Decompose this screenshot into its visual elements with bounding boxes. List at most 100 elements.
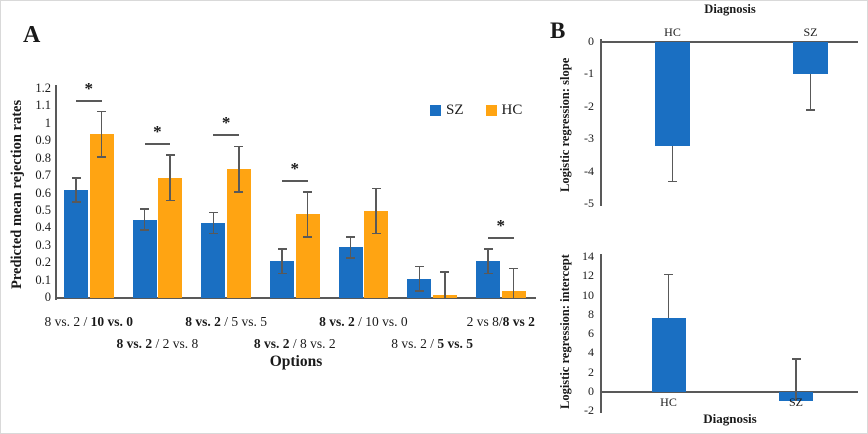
x-category-label-group-6: 8 vs. 2 / 5 vs. 5	[391, 336, 473, 351]
error-bar-line	[143, 209, 146, 231]
error-bar-cap-top	[346, 236, 356, 238]
error-bar-line	[375, 188, 377, 234]
error-bar-cap-bottom	[371, 232, 381, 235]
significance-line-group-4	[282, 179, 308, 182]
bar-sz-group-3	[201, 223, 226, 298]
y-tick-label: 2	[588, 364, 594, 379]
y-tick-label: 0.6	[35, 185, 51, 200]
y-tick-label: 1	[44, 115, 51, 130]
y-tick-label: 12	[582, 268, 594, 283]
y-tick-label: 0	[588, 384, 594, 398]
y-axis-line	[55, 85, 57, 300]
x-category-label-sz: SZ	[788, 395, 803, 409]
error-bar-cap-top	[165, 154, 175, 156]
legend-item-hc: HC	[485, 102, 522, 119]
bar-sz-group-2	[132, 219, 157, 298]
error-bar-line	[100, 111, 103, 157]
error-bar-cap-top	[140, 208, 150, 210]
hc-swatch-icon	[485, 105, 497, 116]
y-tick-label: 0.5	[35, 202, 51, 217]
sz-swatch-icon	[430, 105, 441, 116]
y-tick-label: 10	[582, 287, 594, 302]
significance-asterisk-group-7: *	[496, 216, 506, 236]
x-category-label-sz: SZ	[803, 25, 818, 39]
error-bar-line	[444, 271, 446, 298]
panel-a-legend: SZ HC	[430, 102, 522, 119]
y-tick-label: 0.4	[35, 220, 51, 235]
x-category-label-hc: HC	[664, 25, 681, 39]
significance-asterisk-group-4: *	[290, 158, 300, 178]
y-tick-label: 14	[582, 249, 594, 264]
y-tick-label: -2	[584, 98, 594, 113]
x-category-label-group-5: 8 vs. 2 / 10 vs. 0	[319, 314, 408, 329]
zero-axis-line	[600, 41, 858, 43]
error-bar-cap-top	[208, 211, 218, 214]
bar-hc-group-1	[89, 134, 114, 298]
error-bar-cap-bottom	[277, 272, 287, 275]
y-tick-label: -2	[584, 403, 594, 418]
y-tick-label: 0.8	[35, 150, 51, 165]
y-tick-label: -1	[584, 66, 594, 81]
y-tick-label: 0.2	[35, 255, 51, 270]
error-bar-line	[809, 74, 812, 111]
error-bar-cap-bottom	[303, 236, 312, 238]
panel-b-slope-title: Diagnosis	[704, 2, 756, 16]
error-bar-cap-bottom	[71, 201, 81, 203]
error-bar-cap-top	[414, 265, 424, 268]
error-bar-cap-bottom	[234, 191, 244, 193]
error-bar-line	[212, 212, 215, 234]
x-category-label-group-1: 8 vs. 2 / 10 vs. 0	[44, 314, 134, 329]
x-category-label-group-3: 8 vs. 2 / 5 vs. 5	[185, 314, 267, 329]
error-bar-cap-bottom	[165, 199, 175, 202]
significance-line-group-2	[144, 143, 171, 146]
y-tick-label: -3	[584, 131, 594, 146]
significance-line-group-3	[213, 134, 239, 137]
error-bar-cap-top	[277, 248, 287, 250]
x-category-label-group-7: 2 vs 8/8 vs 2	[466, 314, 535, 329]
error-bar-cap-top	[97, 110, 106, 113]
y-tick-label: 0.1	[35, 272, 51, 287]
error-bar-cap-top	[483, 248, 493, 250]
y-tick-label: 1.1	[35, 98, 51, 113]
y-tick-label: 1.2	[35, 81, 51, 95]
error-bar-cap-bottom	[483, 272, 493, 275]
error-bar-cap-top	[303, 191, 312, 193]
error-bar-cap	[664, 273, 673, 276]
y-tick-label: 0.3	[35, 237, 51, 252]
error-bar-line	[487, 249, 489, 274]
error-bar-cap-top	[234, 145, 244, 148]
y-axis-line	[600, 39, 602, 206]
y-tick-label: -5	[584, 196, 594, 210]
error-bar-line	[418, 266, 421, 292]
error-bar-cap-bottom	[208, 232, 218, 235]
y-axis-line	[600, 254, 602, 413]
bar-sz	[793, 42, 828, 75]
error-bar-cap-bottom	[97, 156, 106, 158]
error-bar-line	[238, 146, 240, 192]
error-bar-cap	[806, 109, 815, 111]
error-bar-line	[795, 359, 797, 401]
x-category-label-group-4: 8 vs. 2 / 8 vs. 2	[253, 336, 336, 351]
significance-asterisk-group-1: *	[84, 78, 94, 98]
significance-asterisk-group-2: *	[153, 122, 162, 142]
panel-a-x-axis-title: Options	[269, 353, 323, 370]
error-bar-line	[349, 237, 352, 258]
y-tick-label: 4	[588, 345, 594, 360]
y-tick-label: 0.9	[35, 133, 51, 148]
error-bar-line	[512, 268, 515, 298]
error-bar-line	[281, 249, 283, 274]
error-bar-line	[169, 155, 171, 201]
y-tick-label: 0	[44, 290, 51, 304]
error-bar-line	[671, 145, 674, 182]
error-bar-cap-bottom	[414, 290, 424, 292]
bar-sz-group-1	[64, 190, 88, 298]
panel-a-label: A	[23, 22, 41, 48]
error-bar-cap-top	[440, 271, 450, 273]
bar-hc	[651, 317, 686, 392]
x-category-label-hc: HC	[660, 395, 677, 409]
error-bar-cap-bottom	[140, 229, 150, 231]
error-bar-line	[667, 274, 670, 318]
